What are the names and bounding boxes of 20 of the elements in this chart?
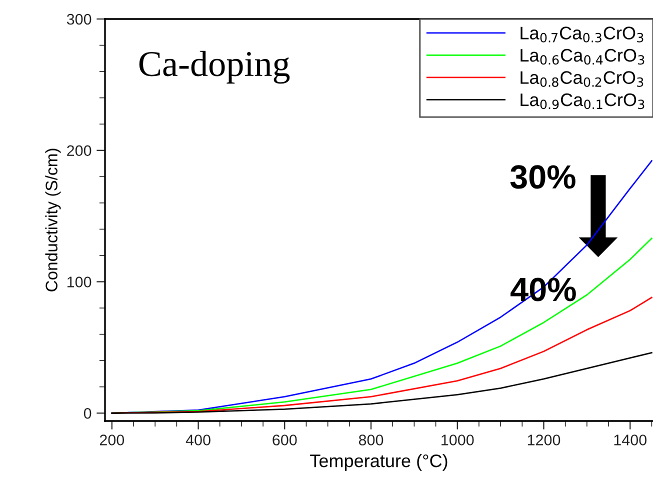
- x-tick-label: 800: [358, 434, 384, 446]
- legend-label: La$_{0.8}$Ca$_{0.2}$CrO$_{3}$: [520, 71, 644, 87]
- x-tick-label: 1000: [442, 434, 474, 446]
- line-series: [111, 352, 652, 414]
- x-tick-label: 1400: [614, 434, 647, 446]
- x-axis-title: Temperature (°C): [310, 454, 448, 471]
- legend-label: La$_{0.9}$Ca$_{0.1}$CrO$_{3}$: [520, 93, 644, 110]
- annotation: Ca-doping: [139, 50, 290, 84]
- annotation: 30%: [510, 165, 576, 189]
- legend-label: La$_{0.7}$Ca$_{0.3}$CrO$_{3}$: [520, 26, 644, 42]
- y-tick-label: 300: [66, 14, 92, 25]
- y-tick-label: 100: [67, 276, 92, 288]
- x-tick-label: 600: [272, 434, 297, 446]
- legend-label: La$_{0.6}$Ca$_{0.4}$CrO$_{3}$: [520, 48, 644, 65]
- y-axis-title: Conductivity (S/cm): [45, 148, 61, 292]
- y-tick-label: 0: [84, 408, 92, 419]
- y-tick-label: 200: [67, 145, 92, 156]
- x-tick-label: 1200: [528, 434, 560, 446]
- x-tick-label: 400: [186, 434, 210, 446]
- x-tick-label: 200: [100, 434, 124, 446]
